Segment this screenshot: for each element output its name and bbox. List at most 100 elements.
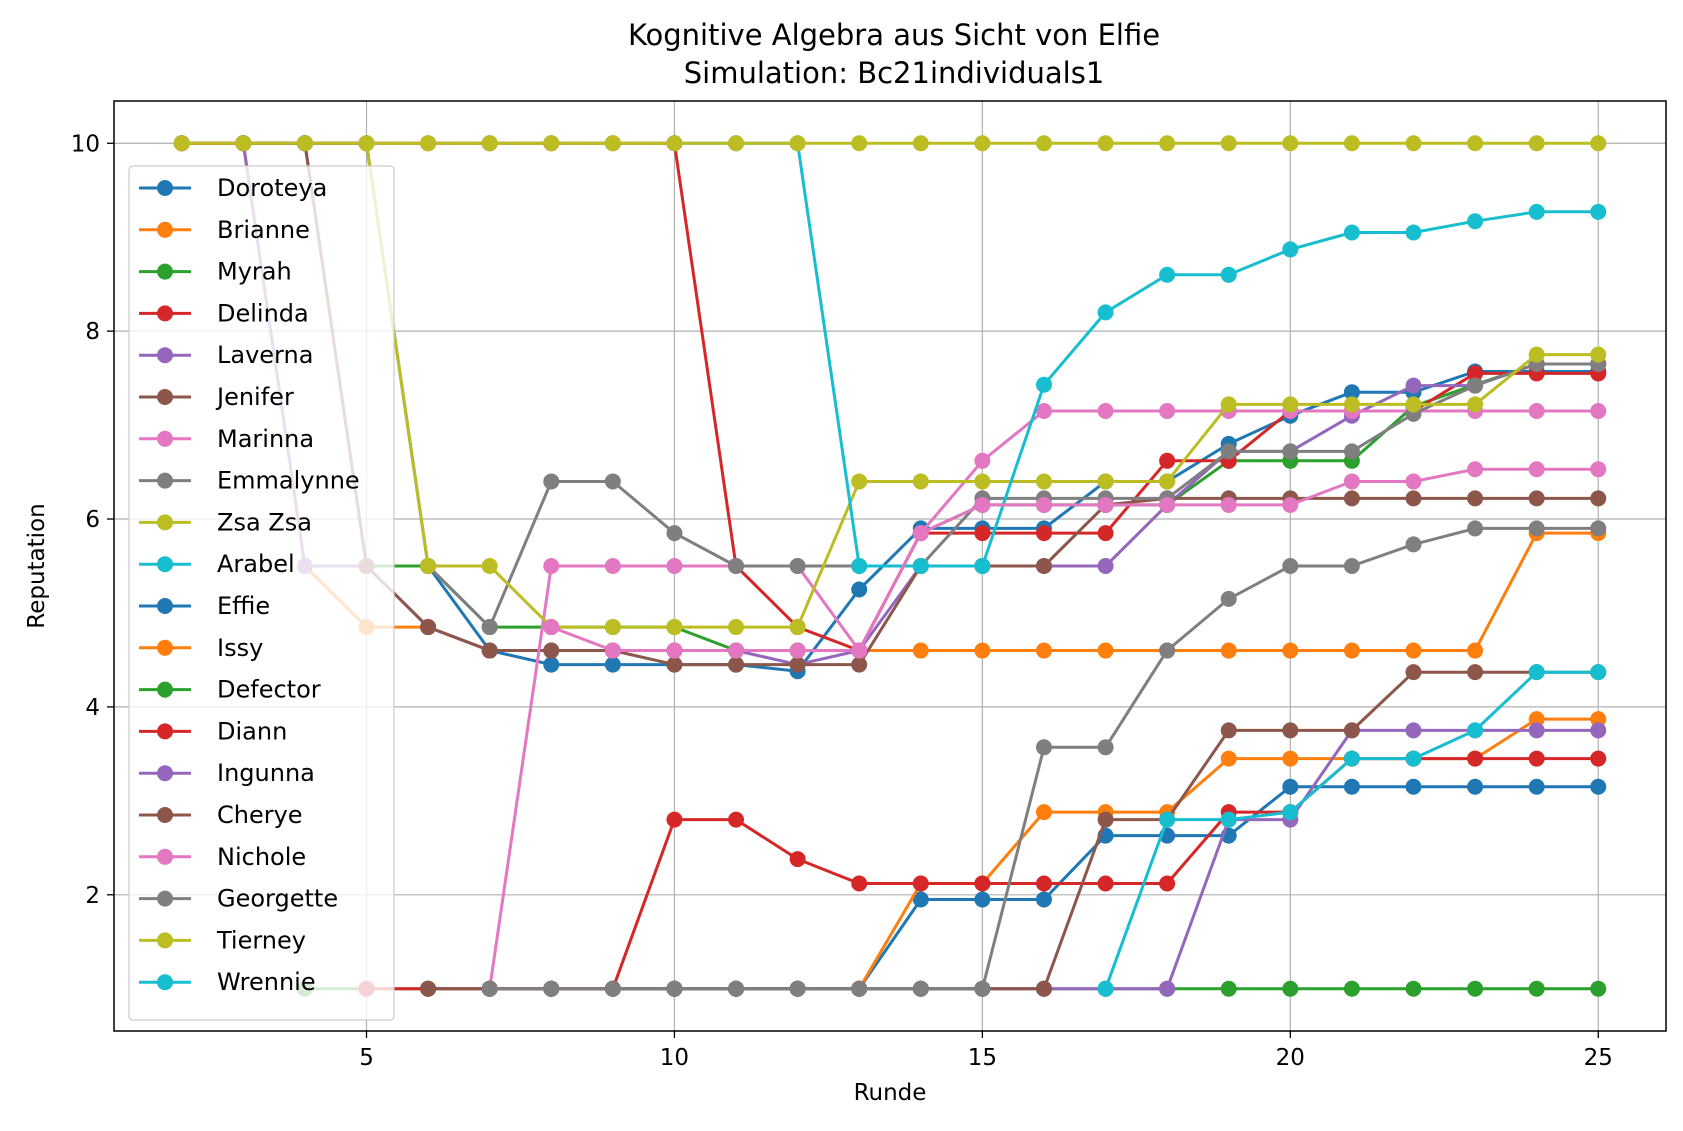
data-point bbox=[543, 642, 560, 659]
data-point bbox=[1528, 490, 1545, 507]
data-point bbox=[296, 135, 313, 152]
data-point bbox=[358, 135, 375, 152]
chart-title: Kognitive Algebra aus Sicht von Elfie bbox=[628, 18, 1160, 52]
data-point bbox=[666, 135, 683, 152]
legend-marker bbox=[157, 974, 173, 991]
data-point bbox=[1282, 642, 1299, 659]
data-point bbox=[1035, 525, 1052, 542]
data-point bbox=[1467, 490, 1484, 507]
data-point bbox=[1528, 403, 1545, 419]
series-wrennie bbox=[1097, 664, 1607, 997]
data-point bbox=[789, 642, 806, 659]
data-point bbox=[974, 558, 991, 574]
data-point bbox=[1528, 203, 1545, 220]
data-point bbox=[1405, 490, 1422, 507]
data-point bbox=[974, 891, 991, 908]
data-point bbox=[1528, 461, 1545, 478]
data-point bbox=[1467, 135, 1484, 152]
data-point bbox=[1343, 722, 1360, 739]
data-point bbox=[1528, 346, 1545, 363]
data-point bbox=[1220, 642, 1237, 659]
data-point bbox=[1097, 403, 1114, 419]
data-point bbox=[1282, 396, 1299, 413]
data-point bbox=[1097, 304, 1114, 321]
data-point bbox=[1405, 642, 1422, 659]
data-point bbox=[1035, 135, 1052, 152]
legend-label: Delinda bbox=[217, 299, 309, 327]
legend-label: Issy bbox=[217, 634, 263, 662]
data-point bbox=[728, 642, 745, 659]
series-georgette bbox=[481, 520, 1607, 997]
data-point bbox=[1159, 642, 1176, 659]
legend-label: Marinna bbox=[217, 425, 314, 453]
data-point bbox=[1528, 520, 1545, 537]
data-point bbox=[481, 558, 498, 574]
y-tick-label: 2 bbox=[85, 883, 100, 909]
data-point bbox=[1097, 642, 1114, 659]
data-point bbox=[481, 135, 498, 152]
data-point bbox=[1590, 203, 1607, 220]
data-point bbox=[543, 473, 560, 490]
data-point bbox=[851, 581, 868, 598]
legend-marker bbox=[157, 389, 173, 405]
legend-marker bbox=[157, 681, 173, 698]
data-point bbox=[1405, 396, 1422, 413]
data-point bbox=[974, 473, 991, 490]
data-point bbox=[604, 473, 621, 490]
data-point bbox=[851, 980, 868, 997]
series-line bbox=[674, 141, 1599, 568]
data-point bbox=[1343, 778, 1360, 795]
data-point bbox=[1282, 722, 1299, 739]
legend-label: Myrah bbox=[217, 258, 292, 286]
data-point bbox=[1590, 778, 1607, 795]
data-point bbox=[1282, 778, 1299, 795]
legend-item: Cherye bbox=[139, 801, 303, 829]
data-point bbox=[604, 135, 621, 152]
legend-label: Jenifer bbox=[215, 383, 294, 411]
data-point bbox=[1097, 739, 1114, 756]
data-point bbox=[1528, 750, 1545, 767]
data-point bbox=[1467, 750, 1484, 767]
data-point bbox=[912, 642, 929, 659]
data-point bbox=[543, 980, 560, 997]
data-point bbox=[1220, 396, 1237, 413]
data-point bbox=[1282, 558, 1299, 574]
legend-box bbox=[128, 165, 395, 1021]
data-point bbox=[974, 875, 991, 892]
legend-item: Doroteya bbox=[139, 174, 327, 202]
x-axis-label: Runde bbox=[854, 1080, 927, 1106]
data-point bbox=[1405, 664, 1422, 681]
data-point bbox=[1467, 396, 1484, 413]
y-tick-label: 6 bbox=[85, 507, 100, 533]
data-point bbox=[1405, 722, 1422, 739]
data-point bbox=[1343, 642, 1360, 659]
legend-item: Jenifer bbox=[139, 383, 294, 411]
data-point bbox=[1159, 266, 1176, 283]
data-point bbox=[1405, 473, 1422, 490]
legend-item: Wrennie bbox=[139, 968, 316, 996]
data-point bbox=[543, 135, 560, 152]
data-point bbox=[1035, 739, 1052, 756]
data-point bbox=[1343, 384, 1360, 401]
legend-item: Myrah bbox=[139, 258, 292, 286]
legend-marker bbox=[157, 305, 173, 322]
data-point bbox=[728, 656, 745, 673]
data-point bbox=[1220, 590, 1237, 607]
data-point bbox=[789, 656, 806, 673]
legend-item: Effie bbox=[139, 592, 270, 620]
data-point bbox=[1159, 135, 1176, 152]
data-point bbox=[1467, 213, 1484, 230]
data-point bbox=[1528, 711, 1545, 728]
y-tick-label: 4 bbox=[85, 695, 100, 721]
data-point bbox=[1590, 135, 1607, 152]
data-point bbox=[1528, 722, 1545, 739]
data-point bbox=[1590, 461, 1607, 478]
legend-label: Laverna bbox=[217, 341, 313, 369]
legend-item: Ingunna bbox=[139, 759, 315, 787]
data-point bbox=[851, 135, 868, 152]
data-point bbox=[1035, 376, 1052, 393]
data-point bbox=[1159, 811, 1176, 828]
legend-item: Georgette bbox=[139, 885, 338, 913]
data-point bbox=[974, 452, 991, 469]
